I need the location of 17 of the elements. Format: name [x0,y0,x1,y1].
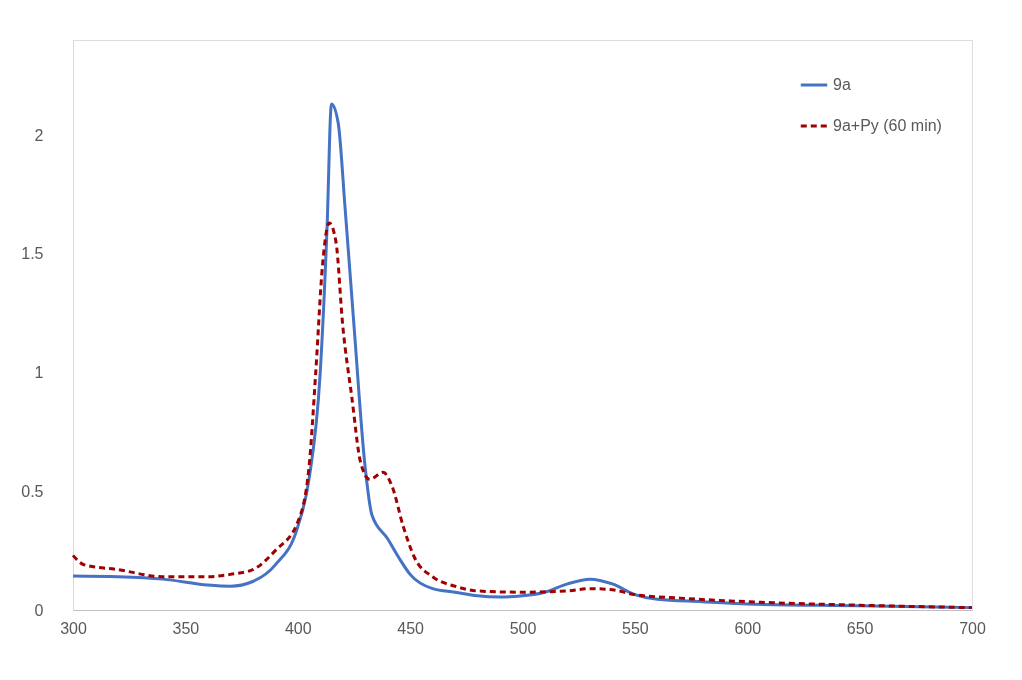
x-tick-label: 500 [509,619,537,637]
x-tick-label: 300 [60,619,87,637]
legend-label: 9a [833,76,851,93]
y-tick-label: 2 [34,126,44,144]
x-tick-label: 600 [734,619,762,637]
x-tick-label: 400 [284,619,312,637]
x-tick-label: 350 [172,619,200,637]
y-tick-label: 1.5 [21,245,44,263]
y-tick-label: 0.5 [21,482,44,500]
line-series [71,221,974,610]
x-tick-label: 650 [846,619,874,637]
x-tick-label: 450 [397,619,425,637]
x-tick-label: 700 [959,619,986,637]
y-tick-label: 1 [34,364,44,381]
x-tick-label: 550 [622,619,649,637]
legend-label: 9a+Py (60 min) [833,117,942,134]
y-tick-label: 0 [34,601,44,619]
